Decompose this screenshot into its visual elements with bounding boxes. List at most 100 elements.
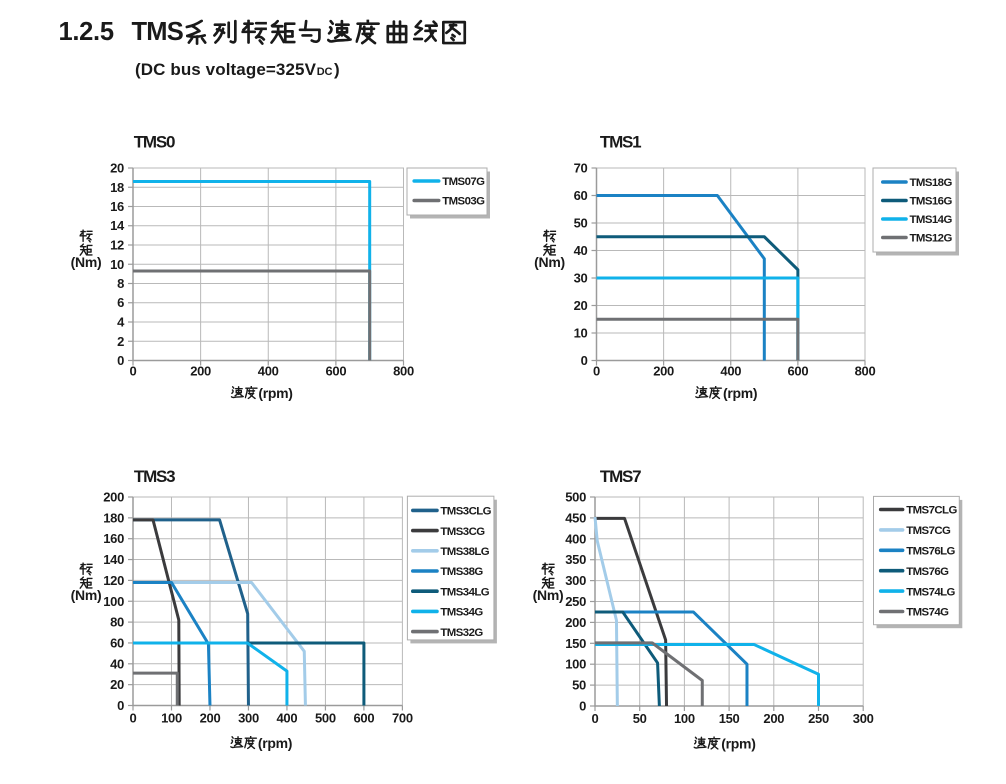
svg-text:TMS7CLG: TMS7CLG	[906, 505, 957, 517]
svg-text:TMS34G: TMS34G	[440, 607, 483, 619]
svg-text:600: 600	[326, 364, 347, 379]
svg-text:200: 200	[653, 364, 674, 379]
svg-text:2: 2	[117, 334, 124, 349]
svg-text:(rpm): (rpm)	[258, 385, 292, 401]
svg-text:TMS07G: TMS07G	[442, 176, 485, 188]
svg-text:0: 0	[117, 698, 124, 713]
svg-text:600: 600	[788, 364, 809, 379]
svg-text:60: 60	[110, 636, 124, 651]
svg-text:150: 150	[565, 636, 586, 651]
svg-text:TMS34LG: TMS34LG	[440, 586, 489, 598]
svg-text:(Nm): (Nm)	[71, 254, 102, 270]
svg-text:TMS: TMS	[132, 18, 184, 46]
svg-text:300: 300	[238, 711, 259, 726]
svg-text:(Nm): (Nm)	[534, 254, 565, 270]
svg-text:4: 4	[117, 315, 125, 330]
svg-text:TMS76G: TMS76G	[906, 566, 949, 578]
svg-text:TMS74LG: TMS74LG	[906, 586, 955, 598]
svg-text:(rpm): (rpm)	[723, 385, 757, 401]
svg-text:100: 100	[674, 711, 695, 726]
svg-text:60: 60	[574, 188, 588, 203]
svg-text:800: 800	[855, 364, 876, 379]
svg-text:TMS3CG: TMS3CG	[440, 526, 485, 538]
svg-text:400: 400	[565, 531, 586, 546]
svg-text:180: 180	[103, 510, 124, 525]
svg-text:TMS14G: TMS14G	[910, 214, 953, 226]
svg-text:0: 0	[130, 364, 137, 379]
svg-text:0: 0	[579, 699, 586, 714]
svg-text:TMS7CG: TMS7CG	[906, 525, 951, 537]
svg-text:160: 160	[103, 531, 124, 546]
svg-text:20: 20	[110, 161, 124, 176]
svg-text:0: 0	[130, 711, 137, 726]
svg-text:1.2.5: 1.2.5	[59, 18, 114, 46]
svg-text:10: 10	[110, 257, 124, 272]
svg-text:TMS7: TMS7	[600, 467, 641, 486]
svg-text:TMS38LG: TMS38LG	[440, 546, 489, 558]
svg-text:500: 500	[565, 490, 586, 505]
svg-text:150: 150	[719, 711, 740, 726]
svg-text:250: 250	[565, 594, 586, 609]
svg-text:40: 40	[110, 656, 124, 671]
svg-text:14: 14	[110, 218, 125, 233]
svg-text:50: 50	[633, 711, 647, 726]
svg-text:TMS1: TMS1	[600, 132, 641, 151]
svg-text:500: 500	[315, 711, 336, 726]
svg-text:50: 50	[574, 216, 588, 231]
svg-text:TMS12G: TMS12G	[910, 233, 953, 245]
svg-text:TMS3: TMS3	[134, 467, 175, 486]
svg-text:(Nm): (Nm)	[533, 587, 564, 603]
svg-text:(rpm): (rpm)	[721, 736, 755, 752]
svg-text:100: 100	[565, 657, 586, 672]
svg-text:12: 12	[110, 238, 124, 253]
svg-text:6: 6	[117, 295, 124, 310]
svg-text:400: 400	[258, 364, 279, 379]
svg-text:0: 0	[593, 364, 600, 379]
svg-text:TMS76LG: TMS76LG	[906, 546, 955, 558]
svg-text:200: 200	[190, 364, 211, 379]
svg-text:300: 300	[853, 711, 874, 726]
svg-text:350: 350	[565, 552, 586, 567]
svg-text:0: 0	[581, 353, 588, 368]
svg-text:TMS0: TMS0	[134, 132, 175, 151]
svg-text:450: 450	[565, 510, 586, 525]
svg-text:TMS38G: TMS38G	[440, 566, 483, 578]
svg-text:80: 80	[110, 615, 124, 630]
svg-text:50: 50	[572, 678, 586, 693]
svg-text:300: 300	[565, 573, 586, 588]
svg-text:700: 700	[392, 711, 413, 726]
svg-text:140: 140	[103, 552, 124, 567]
svg-text:TMS03G: TMS03G	[442, 196, 485, 208]
svg-text:20: 20	[574, 298, 588, 313]
svg-text:TMS3CLG: TMS3CLG	[440, 506, 491, 518]
svg-text:200: 200	[103, 490, 124, 505]
svg-text:200: 200	[763, 711, 784, 726]
svg-text:400: 400	[720, 364, 741, 379]
svg-text:800: 800	[393, 364, 414, 379]
svg-text:400: 400	[277, 711, 298, 726]
svg-text:100: 100	[161, 711, 182, 726]
svg-text:TMS32G: TMS32G	[440, 627, 483, 639]
svg-text:8: 8	[117, 276, 124, 291]
svg-text:TMS16G: TMS16G	[910, 196, 953, 208]
svg-text:120: 120	[103, 573, 124, 588]
svg-text:16: 16	[110, 199, 124, 214]
svg-text:0: 0	[117, 353, 124, 368]
svg-text:20: 20	[110, 677, 124, 692]
svg-text:200: 200	[200, 711, 221, 726]
svg-text:DC: DC	[317, 66, 333, 78]
svg-text:18: 18	[110, 180, 124, 195]
svg-text:(DC bus voltage=325V: (DC bus voltage=325V	[135, 60, 317, 79]
svg-text:0: 0	[592, 711, 599, 726]
svg-text:600: 600	[354, 711, 375, 726]
svg-text:(Nm): (Nm)	[71, 587, 102, 603]
svg-text:40: 40	[574, 243, 588, 258]
svg-text:250: 250	[808, 711, 829, 726]
svg-text:TMS18G: TMS18G	[910, 177, 953, 189]
svg-text:70: 70	[574, 161, 588, 176]
svg-text:TMS74G: TMS74G	[906, 607, 949, 619]
svg-text:200: 200	[565, 615, 586, 630]
svg-text:30: 30	[574, 271, 588, 286]
svg-text:10: 10	[574, 326, 588, 341]
svg-text:(rpm): (rpm)	[258, 735, 292, 751]
